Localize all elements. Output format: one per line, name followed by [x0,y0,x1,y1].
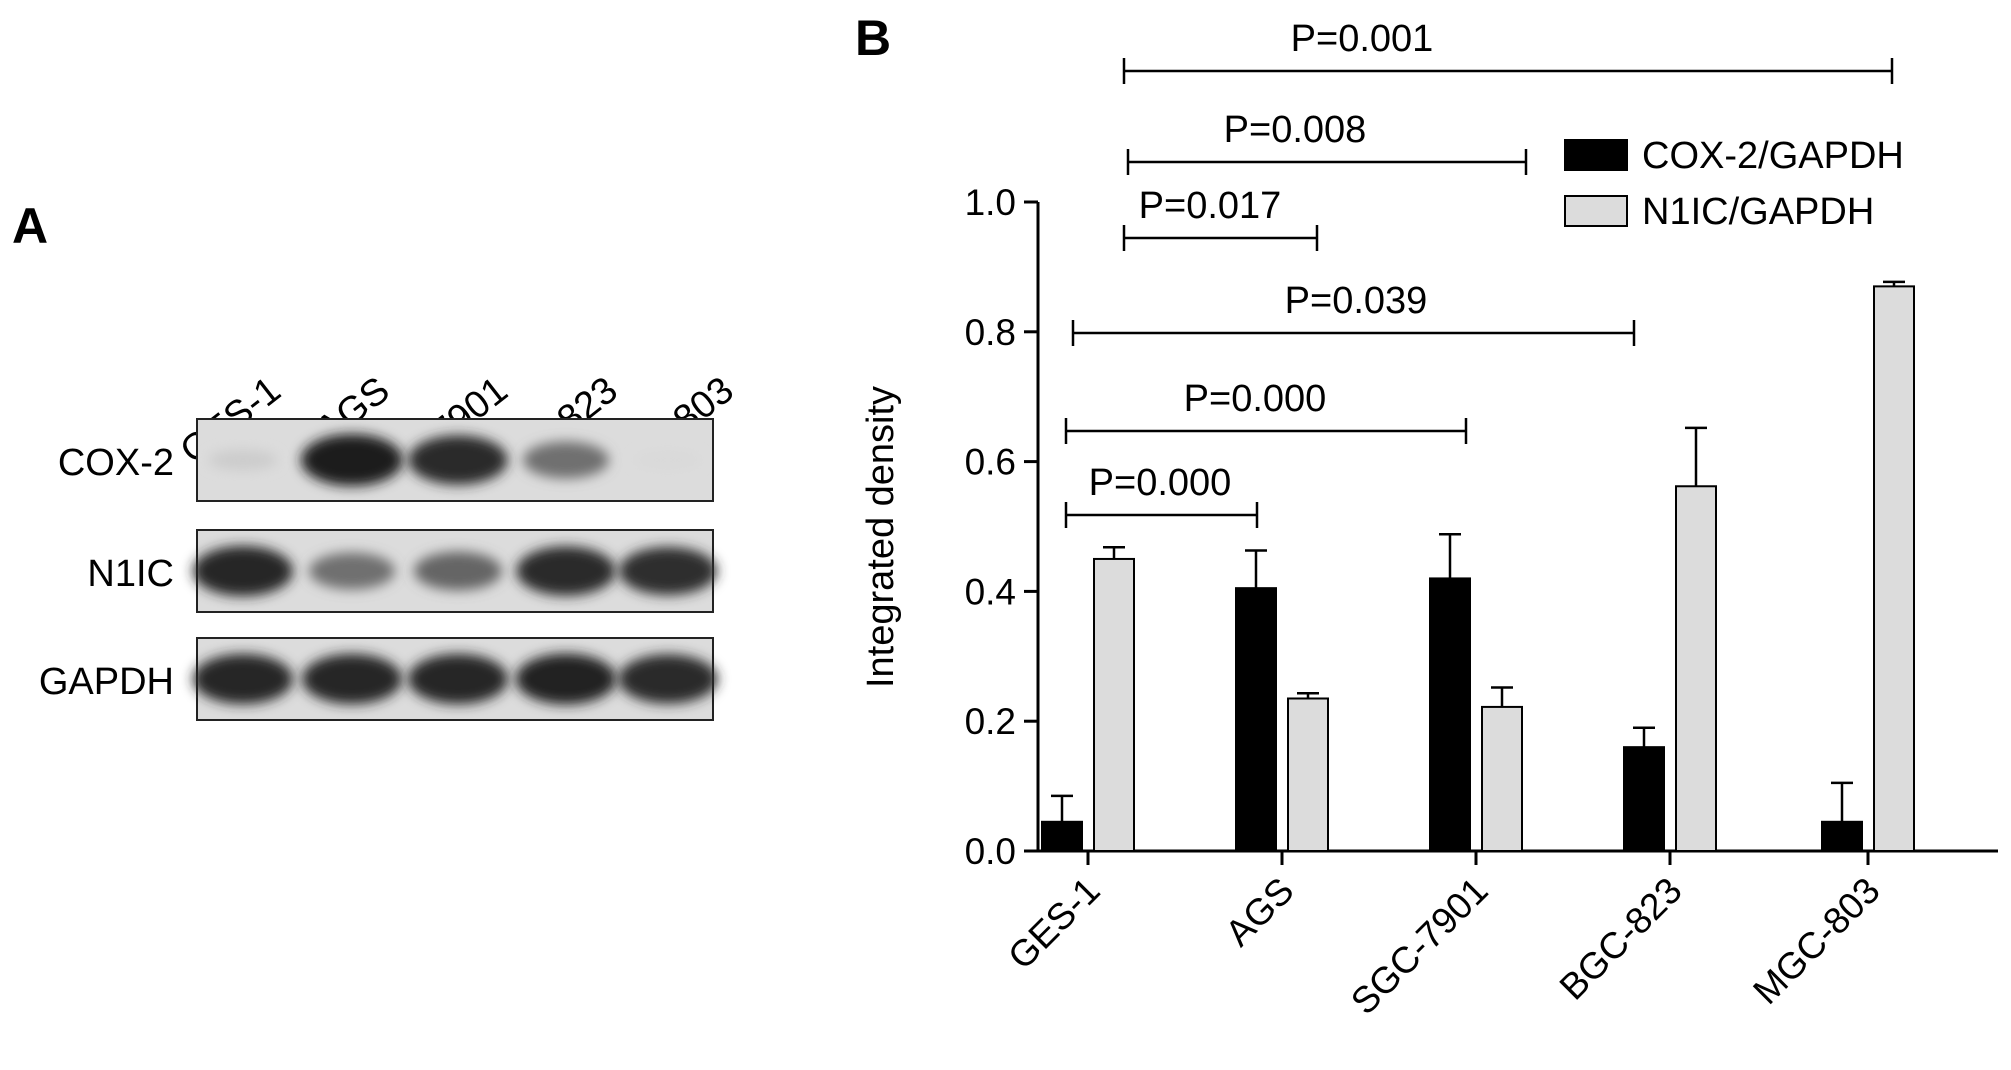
y-tick-label: 1.0 [965,182,1016,223]
y-axis-label: Integrated density [860,386,902,688]
blot-band [208,449,278,471]
panel-a-label: A [12,198,48,254]
blot-band [408,435,508,485]
legend-label: N1IC/GAPDH [1642,191,1874,233]
blot-label: COX-2 [58,442,174,484]
p-value-label: P=0.008 [1224,109,1367,151]
blot-band [516,546,616,596]
panel-b-label: B [855,10,891,66]
y-tick-label: 0.4 [965,571,1016,612]
blot-band [619,546,717,596]
x-tick-label: GES-1 [1000,870,1108,978]
legend-swatch [1564,195,1628,227]
blot-band [408,653,508,705]
blot-band [523,441,609,479]
bar-n1ic [1481,705,1523,852]
blot-label: N1IC [87,553,174,595]
blot-band [515,653,617,705]
x-tick-label: SGC-7901 [1343,870,1496,1023]
blot-band [414,551,502,591]
blot-band [618,654,718,704]
bar-chart-panel: B Integrated density 0.0 0.2 0.4 0.6 0.8 1.0 G… [855,10,1998,1022]
p-value-label: P=0.017 [1139,185,1282,227]
blot-band [193,653,293,705]
p-value-label: P=0.000 [1089,462,1232,504]
bar-cox2 [1821,820,1863,852]
bars [1041,280,1915,853]
bar-cox2 [1429,577,1471,852]
significance-brackets: P=0.001 P=0.008 P=0.017 P=0.039 P=0.000 P=0.0… [1064,18,1894,528]
x-tick-label: AGS [1217,870,1301,954]
blot-band [193,545,293,597]
p-value-label: P=0.039 [1285,280,1428,322]
blot-band [309,552,395,590]
blot-strips: COX-2 N1IC GAPDH [39,418,718,721]
blot-band [301,433,403,487]
bar-cox2 [1235,587,1277,853]
bar-n1ic [1873,285,1915,852]
legend: COX-2/GAPDH N1IC/GAPDH [1564,135,1904,233]
p-value-label: P=0.000 [1184,378,1327,420]
bar-n1ic [1675,485,1717,852]
p-value-label: P=0.001 [1291,18,1434,60]
blot-band [302,653,402,705]
y-tick-label: 0.2 [965,701,1016,742]
y-tick-label: 0.6 [965,442,1016,483]
blot-band [634,450,702,470]
legend-swatch [1564,139,1628,171]
bar-cox2 [1623,746,1665,852]
y-tick-label: 0.0 [965,831,1016,872]
x-tick-label: MGC-803 [1745,870,1887,1012]
legend-label: COX-2/GAPDH [1642,135,1904,177]
x-tick-label: BGC-823 [1552,870,1690,1008]
blot-label: GAPDH [39,661,174,703]
bar-n1ic [1093,557,1135,852]
bar-n1ic [1287,697,1329,852]
bar-cox2 [1041,820,1083,852]
y-tick-label: 0.8 [965,312,1016,353]
